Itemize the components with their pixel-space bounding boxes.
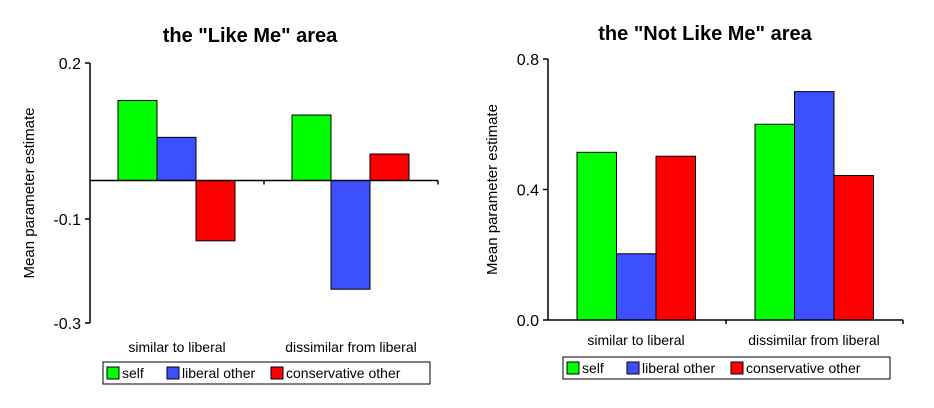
legend-swatch-liberal-other: [626, 361, 640, 375]
bar-liberal-other-2: [330, 180, 371, 290]
legend-swatch-conservative-other: [730, 361, 744, 375]
x-category-label: dissimilar from liberal: [285, 339, 416, 355]
y-tick-label: 0.2: [59, 56, 81, 73]
bar-liberal-other-2: [794, 91, 835, 321]
y-tick-label: -0.1: [53, 212, 81, 229]
x-category-label: similar to liberal: [587, 332, 684, 348]
legend-label: self: [122, 365, 144, 381]
bar-liberal-other-1: [156, 136, 197, 182]
legend-swatch-self: [106, 366, 120, 380]
legend-box: [102, 361, 431, 385]
chart-title: the "Like Me" area: [163, 25, 338, 47]
legend-label: liberal other: [182, 365, 255, 381]
bar-self-1: [576, 151, 617, 321]
y-tick-label: 0.0: [517, 313, 539, 330]
legend: self liberal other conservative other: [102, 361, 431, 385]
legend-label: conservative other: [286, 365, 401, 381]
bar-liberal-other-1: [616, 253, 657, 321]
bar-conservative-other-2: [833, 174, 874, 321]
chart-title: the "Not Like Me" area: [598, 23, 812, 45]
legend: self liberal other conservative other: [562, 356, 891, 380]
chart-panel-1: the "Like Me" area 0.2 -0.1 -0.3 Mean parame…: [21, 25, 439, 385]
legend-swatch-liberal-other: [166, 366, 180, 380]
bar-conservative-other-1: [655, 155, 696, 321]
y-axis-label: Mean parameter estimate: [484, 104, 501, 275]
legend-label: liberal other: [642, 360, 715, 376]
bar-conservative-other-2: [369, 153, 410, 182]
bar-conservative-other-1: [195, 180, 236, 242]
bar-self-2: [754, 123, 795, 321]
y-axis-label: Mean parameter estimate: [21, 108, 38, 279]
x-category-label: dissimilar from liberal: [748, 332, 879, 348]
y-tick-label: 0.8: [517, 52, 539, 69]
y-tick-label: -0.3: [53, 316, 81, 333]
legend-swatch-self: [566, 361, 580, 375]
legend-label: conservative other: [746, 360, 861, 376]
legend-label: self: [582, 360, 604, 376]
legend-swatch-conservative-other: [270, 366, 284, 380]
chart-panel-2: the "Not Like Me" area 0.8 0.4 0.0 Mean para…: [484, 23, 904, 380]
bar-self-2: [291, 114, 332, 182]
legend-box: [562, 356, 891, 380]
x-category-label: similar to liberal: [128, 339, 225, 355]
bar-self-1: [117, 99, 158, 182]
y-tick-label: 0.4: [517, 183, 539, 200]
